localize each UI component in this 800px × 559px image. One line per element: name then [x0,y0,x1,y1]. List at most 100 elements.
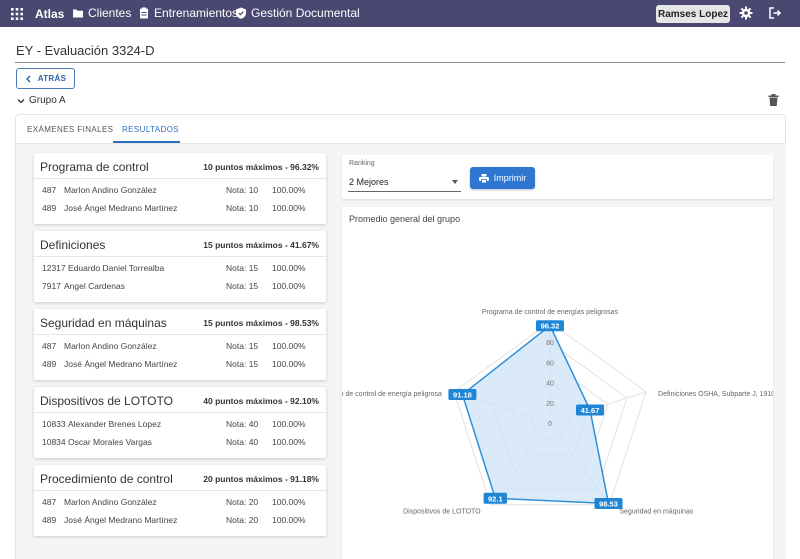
radar-category-label: Seguridad en máquinas [619,509,693,516]
table-row: 489 José Ángel Medrano Martínez Nota: 10… [34,200,326,218]
print-button[interactable]: Imprimir [470,167,535,189]
grade: Nota: 10 [226,185,258,195]
grade: Nota: 10 [226,203,258,213]
trash-icon[interactable] [768,94,779,106]
grade-percent: 100.00% [272,263,306,273]
card-title: Procedimiento de control [40,472,173,486]
grade-value: 15 [248,263,259,273]
top-navbar: Atlas Clientes Entrenamientos Gestión Do… [0,0,800,27]
student-name: José Ángel Medrano Martínez [64,359,178,369]
ranking-label: Ranking [349,160,375,167]
ranking-panel: Ranking 2 Mejores Imprimir [342,155,773,199]
card-points: 20 puntos máximos - 91.18% [203,474,319,484]
grade-percent: 100.00% [272,497,306,507]
brand-name[interactable]: Atlas [35,7,65,21]
grade-percent: 100.00% [272,203,306,213]
radar-value-badge [536,320,564,332]
student-id: 7917 [42,281,61,291]
student-name: Marlon Andino González [64,497,157,507]
table-row: 487 Marlon Andino González Nota: 20 100.… [34,494,326,512]
student-name: Marlon Andino González [64,341,157,351]
radar-tick-label: 0 [548,421,552,428]
table-row: 489 José Ángel Medrano Martínez Nota: 15… [34,356,326,374]
grade: Nota: 20 [226,497,258,507]
title-divider [15,62,785,63]
apps-grid-icon[interactable] [11,8,23,20]
radar-tick-label: 80 [546,340,554,347]
radar-tick-label: 40 [546,381,554,388]
table-row: 489 José Ángel Medrano Martínez Nota: 20… [34,512,326,530]
gear-icon[interactable] [739,6,753,20]
tab-examenes-finales[interactable]: EXÁMENES FINALES [27,125,114,134]
shield-icon [236,7,246,19]
radar-value-badge [483,492,508,504]
student-id: 489 [42,359,57,369]
grade-value: 15 [248,359,259,369]
result-card: Dispositivos de LOTOTO 40 puntos máximos… [34,387,326,458]
nav-item-label: Gestión Documental [251,6,360,20]
nav-item-gestion-documental[interactable]: Gestión Documental [235,6,360,20]
back-button[interactable]: ATRÁS [16,68,75,89]
card-title: Definiciones [40,238,106,252]
back-button-label: ATRÁS [37,74,67,83]
radar-value-label: 91.18 [453,391,472,400]
card-divider [34,412,326,413]
active-tab-indicator [113,141,180,143]
card-title: Dispositivos de LOTOTO [40,394,173,408]
card-divider [34,256,326,257]
results-content: Programa de control 10 puntos máximos - … [16,144,786,559]
user-menu-button[interactable]: Ramses Lopez [656,5,730,23]
grade-percent: 100.00% [272,419,306,429]
grade-percent: 100.00% [272,341,306,351]
group-toggle[interactable]: Grupo A [17,95,66,106]
printer-icon [478,173,489,183]
grade-prefix: Nota: [226,419,247,429]
nav-item-clientes[interactable]: Clientes [72,6,131,20]
radar-value-badge [448,389,477,401]
chart-title: Promedio general del grupo [349,214,461,224]
card-divider [34,490,326,491]
tab-resultados[interactable]: RESULTADOS [122,125,180,134]
caret-down-icon [452,180,458,184]
grade-prefix: Nota: [226,263,247,273]
radar-tick-label: 60 [546,360,554,367]
card-divider [34,178,326,179]
logout-icon[interactable] [768,6,782,20]
student-id: 489 [42,515,57,525]
radar-value-label: 41.67 [581,406,600,415]
nav-item-label: Entrenamientos [154,6,239,20]
grade-percent: 100.00% [272,185,306,195]
radar-category-label: Programa de control de energías peligros… [482,309,619,316]
grade-value: 40 [248,437,259,447]
grade-value: 40 [248,419,259,429]
result-card: Seguridad en máquinas 15 puntos máximos … [34,309,326,380]
grade-value: 15 [248,281,259,291]
table-row: 7917 Angel Cardenas Nota: 15 100.00% [34,278,326,296]
student-name: Oscar Morales Vargas [68,437,152,447]
card-divider [34,334,326,335]
ranking-select[interactable]: 2 Mejores [348,170,461,192]
student-name: Alexander Brenes Lopez [68,419,162,429]
grade-percent: 100.00% [272,515,306,525]
radar-category-label: Dispositivos de LOTOTO [403,509,481,516]
page-title: EY - Evaluación 3324-D [16,43,155,58]
grade-prefix: Nota: [226,437,247,447]
grade-prefix: Nota: [226,203,247,213]
grade-value: 20 [248,497,259,507]
grade-prefix: Nota: [226,515,247,525]
student-id: 489 [42,203,57,213]
student-name: Marlon Andino González [64,185,157,195]
group-label: Grupo A [29,95,66,106]
table-row: 10833 Alexander Brenes Lopez Nota: 40 10… [34,416,326,434]
chevron-down-icon [17,98,25,103]
student-name: Eduardo Daniel Torrealba [68,263,165,273]
card-points: 15 puntos máximos - 98.53% [203,318,319,328]
grade: Nota: 15 [226,341,258,351]
tab-bar: EXÁMENES FINALES RESULTADOS [16,115,785,144]
table-row: 12317 Eduardo Daniel Torrealba Nota: 15 … [34,260,326,278]
card-points: 15 puntos máximos - 41.67% [203,240,319,250]
grade-value: 10 [248,203,259,213]
nav-item-entrenamientos[interactable]: Entrenamientos [138,6,238,20]
radar-value-label: 96.32 [541,322,560,331]
table-row: 10834 Oscar Morales Vargas Nota: 40 100.… [34,434,326,452]
